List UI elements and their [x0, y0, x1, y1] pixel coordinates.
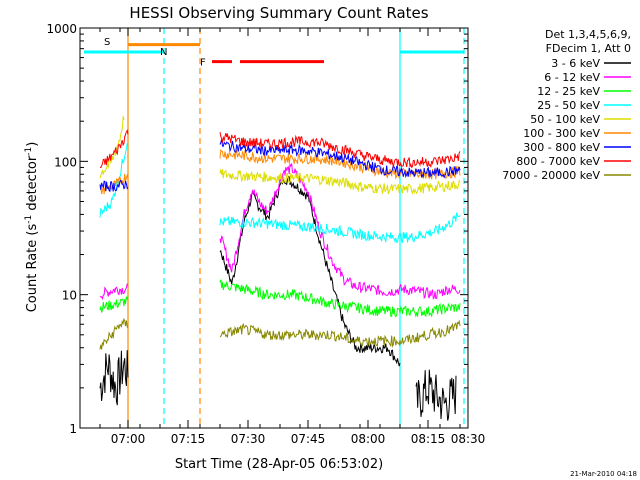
x-tick-label-3: 07:45 [291, 432, 326, 446]
plot-area: S N F [84, 28, 465, 428]
x-tick-label-0: 07:00 [111, 432, 146, 446]
series-trace-0-2 [415, 369, 457, 421]
series-trace-1-0 [99, 283, 129, 301]
legend-header-line-2: FDecim 1, Att 0 [546, 42, 631, 55]
series-trace-0-0 [99, 350, 129, 406]
x-tick-label-5: 08:15 [411, 432, 446, 446]
y-tick-label-3: 1000 [46, 22, 77, 36]
x-axis-label: Start Time (28-Apr-05 06:53:02) [175, 457, 383, 472]
y-tick-label-1: 10 [62, 289, 77, 303]
series-trace-3-0 [99, 142, 129, 218]
x-tick-label-last: 08:30 [451, 432, 486, 446]
series-trace-5-0 [99, 173, 129, 195]
series-trace-6-0 [99, 179, 129, 193]
series-trace-3-1 [219, 212, 461, 244]
y-tick-label-0: 1 [69, 422, 77, 436]
series-trace-1-1 [219, 162, 461, 300]
legend-label-6: 300 - 800 keV [523, 141, 600, 154]
marker-label-0: S [104, 37, 110, 48]
series-trace-7-0 [99, 129, 129, 169]
legend-label-7: 800 - 7000 keV [516, 155, 600, 168]
series-trace-4-1 [219, 169, 461, 195]
legend-label-0: 3 - 6 keV [551, 57, 600, 70]
series-trace-5-1 [219, 148, 461, 180]
series-trace-7-1 [219, 132, 461, 169]
legend-label-3: 25 - 50 keV [537, 99, 600, 112]
x-tick-label-2: 07:30 [231, 432, 266, 446]
footer-timestamp: 21-Mar-2010 04:18 [570, 470, 637, 478]
legend-header-line-1: Det 1,3,4,5,6,9, [545, 28, 631, 41]
plot-content [84, 28, 465, 428]
plot-frame [79, 27, 469, 429]
series-trace-2-1 [219, 279, 461, 318]
x-tick-label-1: 07:15 [171, 432, 206, 446]
series-trace-4-0 [99, 116, 125, 179]
legend-label-2: 12 - 25 keV [537, 85, 600, 98]
series-trace-8-0 [99, 317, 129, 350]
series-trace-0-1 [219, 175, 401, 367]
legend-label-1: 6 - 12 keV [544, 71, 600, 84]
series-trace-2-0 [99, 295, 129, 313]
chart-title: HESSI Observing Summary Count Rates [129, 4, 428, 22]
y-axis-label: Count Rate (s-1 detector-1) [24, 142, 40, 313]
series-trace-8-1 [219, 319, 461, 348]
legend-label-5: 100 - 300 keV [523, 127, 600, 140]
legend-label-8: 7000 - 20000 keV [502, 169, 600, 182]
x-tick-label-4: 08:00 [351, 432, 386, 446]
axes: 1 10 100 1000 07:00 07:15 07:30 07:45 08:00 08:15… [46, 22, 485, 446]
y-tick-label-2: 100 [54, 155, 77, 169]
marker-label-2: F [200, 58, 206, 69]
marker-label-1: N [160, 47, 167, 58]
series-trace-6-1 [219, 139, 461, 179]
legend-label-4: 50 - 100 keV [530, 113, 600, 126]
